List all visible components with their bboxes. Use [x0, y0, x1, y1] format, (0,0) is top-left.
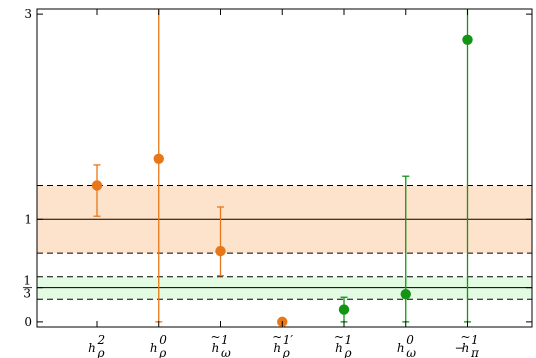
x-category-label-0: h2ρ [88, 333, 105, 358]
x-category-sub-2: ω [221, 346, 231, 358]
x-category-label-2: h~ 1ω [210, 330, 231, 358]
data-point-1 [153, 153, 164, 164]
x-category-base-3: h [273, 341, 281, 355]
x-category-tilde-6: ~ [460, 330, 470, 344]
data-point-6 [462, 34, 473, 45]
x-category-label-6: −h~ 1π [454, 330, 480, 358]
x-category-label-5: h0ω [397, 333, 416, 358]
data-point-2 [215, 245, 226, 257]
plot-frame [36, 8, 533, 328]
y-tick-label-num-1: 1 [23, 274, 31, 288]
x-category-sup-1: 0 [159, 333, 167, 347]
bands-layer [37, 184, 532, 300]
data-point-0 [91, 180, 103, 191]
x-category-base-6: h [462, 341, 470, 355]
plot-border [36, 8, 533, 328]
x-category-base-1: h [150, 341, 158, 355]
x-category-sub-6: π [470, 346, 480, 358]
x-category-sub-1: ρ [158, 346, 166, 358]
x-category-sup-5: 0 [406, 333, 414, 347]
x-category-base-4: h [335, 341, 343, 355]
y-tick-label-den-1: 3 [23, 287, 31, 301]
x-category-sub-4: ρ [344, 346, 352, 358]
x-category-tilde-3: ~ [272, 330, 282, 344]
y-tick-label-2: 1 [24, 212, 32, 226]
x-category-sup-6: 1 [471, 333, 479, 347]
x-category-sub-0: ρ [97, 346, 105, 358]
x-category-sup-2: 1 [221, 333, 229, 347]
y-tick-label-0: 0 [24, 315, 32, 329]
x-category-minus-6: − [454, 341, 464, 355]
data-point-4 [338, 304, 350, 315]
data-point-5 [400, 288, 411, 300]
y-tick-label-3: 3 [24, 7, 32, 21]
x-category-label-1: h0ρ [150, 333, 167, 358]
x-category-sub-5: ω [406, 346, 416, 358]
x-category-base-2: h [212, 341, 220, 355]
x-category-base-0: h [88, 341, 96, 355]
x-category-sup-4: 1 [345, 333, 353, 347]
x-category-sup-3: 1′ [283, 333, 294, 347]
x-category-sub-3: ρ [282, 346, 290, 358]
x-category-label-4: h~ 1ρ [334, 330, 352, 358]
x-category-sup-0: 2 [97, 333, 106, 347]
points-layer [91, 9, 473, 328]
x-category-tilde-4: ~ [334, 330, 344, 344]
x-category-tilde-2: ~ [210, 330, 220, 344]
x-category-label-3: h~ 1′ρ [272, 330, 293, 358]
x-category-base-5: h [397, 341, 405, 355]
